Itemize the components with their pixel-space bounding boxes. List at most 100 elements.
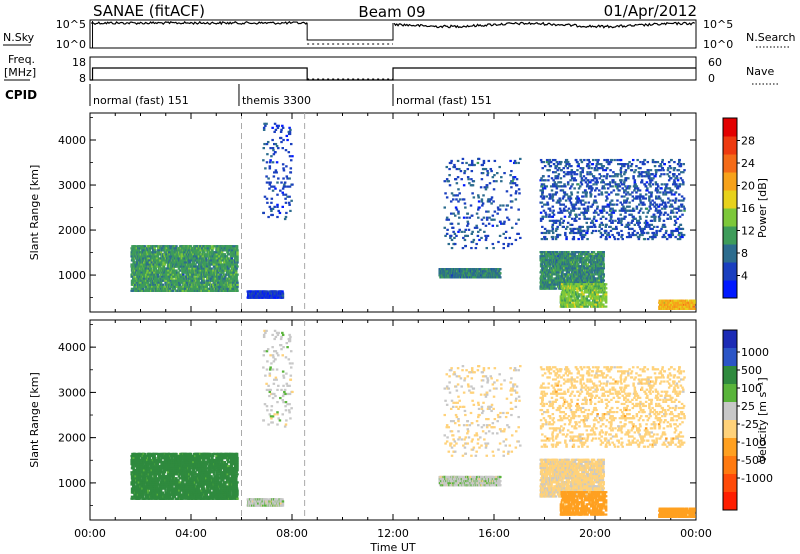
scatter-cell bbox=[224, 257, 228, 260]
scatter-cell bbox=[186, 265, 189, 268]
scatter-cell bbox=[163, 277, 166, 280]
scatter-cell bbox=[465, 274, 469, 277]
scatter-cell bbox=[236, 249, 239, 252]
y-axis-label-power: Slant Range [km] bbox=[28, 165, 41, 261]
scatter-cell bbox=[236, 259, 239, 262]
scatter-cell bbox=[499, 268, 502, 271]
scatter-cell bbox=[140, 271, 143, 274]
scatter-cell bbox=[197, 269, 201, 272]
scatter-cell bbox=[586, 263, 590, 266]
scatter-cell bbox=[547, 283, 551, 286]
scatter-cell bbox=[157, 253, 160, 256]
scatter-cell bbox=[221, 267, 224, 270]
scatter-cell bbox=[193, 275, 196, 278]
scatter-cell bbox=[176, 279, 179, 282]
scatter-cell bbox=[173, 287, 177, 290]
scatter-cell bbox=[235, 271, 238, 274]
cpid-label: CPID bbox=[5, 88, 37, 102]
noise-search-label: N.Search bbox=[746, 31, 796, 44]
scatter-cell bbox=[545, 259, 549, 262]
scatter-cell bbox=[172, 257, 175, 260]
scatter-cell bbox=[185, 277, 189, 280]
scatter-cell bbox=[548, 263, 552, 266]
scatter-cell bbox=[178, 249, 181, 252]
scatter-cell bbox=[180, 287, 183, 290]
scatter-cell bbox=[210, 267, 213, 270]
scatter-cell bbox=[214, 259, 217, 262]
scatter-cell bbox=[198, 283, 201, 286]
scatter-cell bbox=[176, 275, 179, 278]
scatter-cell bbox=[152, 283, 155, 286]
scatter-cell bbox=[142, 253, 146, 256]
scatter-cell bbox=[188, 255, 192, 258]
scatter-cell bbox=[161, 279, 165, 282]
scatter-cell bbox=[209, 259, 212, 262]
scatter-cell bbox=[232, 271, 236, 274]
scatter-cell bbox=[204, 261, 208, 264]
scatter-cell bbox=[228, 271, 232, 274]
scatter-cell bbox=[545, 257, 549, 260]
scatter-cell bbox=[197, 279, 200, 282]
scatter-cell bbox=[168, 287, 172, 290]
scatter-cell bbox=[197, 275, 200, 278]
scatter-cell bbox=[164, 279, 167, 282]
scatter-cell bbox=[539, 255, 542, 258]
scatter-cell bbox=[218, 275, 221, 278]
scatter-cell bbox=[230, 277, 234, 280]
scatter-cell bbox=[207, 249, 211, 252]
scatter-cell bbox=[178, 267, 181, 270]
scatter-cell bbox=[169, 257, 173, 260]
scatter-cell bbox=[149, 245, 153, 248]
scatter-cell bbox=[144, 289, 148, 292]
scatter-cell bbox=[226, 257, 230, 260]
cpid-segment-1: themis 3300 bbox=[242, 94, 311, 107]
scatter-cell bbox=[187, 263, 190, 266]
scatter-cell bbox=[582, 265, 586, 268]
scatter-cell bbox=[224, 263, 228, 266]
scatter-cell bbox=[216, 267, 220, 270]
scatter-cell bbox=[167, 269, 170, 272]
scatter-cell bbox=[203, 259, 207, 262]
scatter-cell bbox=[163, 253, 166, 256]
scatter-cell bbox=[141, 287, 145, 290]
scatter-cell bbox=[142, 265, 146, 268]
scatter-cell bbox=[171, 277, 174, 280]
scatter-cell bbox=[498, 274, 501, 277]
scatter-cell bbox=[261, 296, 265, 299]
scatter-cell bbox=[552, 271, 555, 274]
scatter-cell bbox=[198, 247, 201, 250]
scatter-cell bbox=[166, 263, 170, 266]
scatter-cell bbox=[226, 281, 230, 284]
scatter-cell bbox=[168, 249, 171, 252]
scatter-cell bbox=[204, 287, 208, 290]
scatter-cell bbox=[549, 279, 552, 282]
scatter-cell bbox=[179, 281, 183, 284]
scatter-cell bbox=[169, 255, 172, 258]
scatter-cell bbox=[157, 275, 160, 278]
scatter-cell bbox=[233, 263, 236, 266]
scatter-cell bbox=[203, 287, 206, 290]
beam-title: Beam 09 bbox=[358, 3, 425, 21]
scatter-cell bbox=[191, 265, 194, 268]
scatter-cell bbox=[165, 271, 168, 274]
nave-label: Nave bbox=[746, 65, 774, 78]
scatter-cell bbox=[550, 275, 553, 278]
scatter-cell bbox=[216, 263, 219, 266]
noise-sky-trace-2 bbox=[393, 21, 696, 29]
scatter-cell bbox=[549, 285, 553, 288]
scatter-cell bbox=[130, 247, 133, 250]
scatter-cell bbox=[197, 249, 200, 252]
scatter-cell bbox=[551, 255, 555, 258]
scatter-cell bbox=[568, 279, 571, 282]
scatter-cell bbox=[180, 253, 183, 256]
scatter-cell bbox=[218, 285, 221, 288]
scatter-cell bbox=[208, 281, 212, 284]
scatter-cell bbox=[151, 265, 154, 268]
scatter-cell bbox=[212, 289, 215, 292]
scatter-cell bbox=[183, 259, 186, 262]
noise-panel: N.Sky N.Search 10^5 10^0 10^5 10^0 bbox=[3, 18, 796, 51]
scatter-cell bbox=[180, 251, 183, 254]
scatter-cell bbox=[220, 257, 224, 260]
scatter-cell bbox=[151, 259, 154, 262]
scatter-cell bbox=[183, 255, 186, 258]
